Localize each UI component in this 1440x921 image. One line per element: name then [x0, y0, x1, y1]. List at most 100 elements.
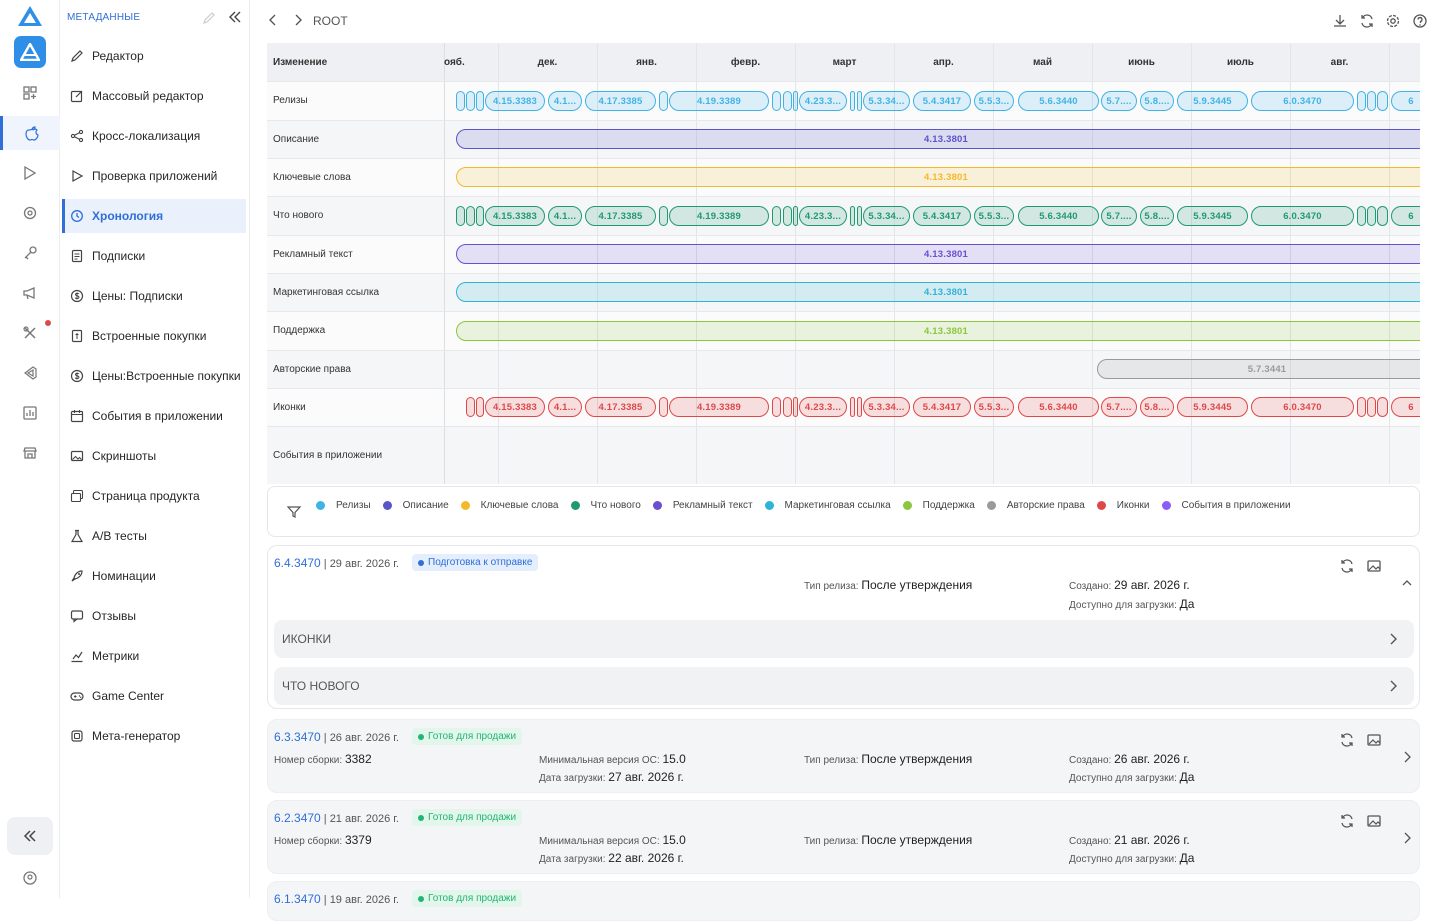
timeline-bar[interactable]: 4.23.3...: [799, 206, 847, 226]
timeline-bar[interactable]: 4.13.3801: [456, 321, 1420, 341]
timeline-bar[interactable]: 5.3.34...: [863, 206, 910, 226]
timeline-bar[interactable]: 5.5.3...: [974, 397, 1014, 417]
timeline-bar[interactable]: 4.23.3...: [799, 397, 847, 417]
timeline-bar[interactable]: [659, 206, 668, 226]
timeline-bar[interactable]: [772, 91, 781, 111]
timeline-bar[interactable]: [783, 91, 792, 111]
key-icon[interactable]: [0, 236, 60, 270]
timeline-bar[interactable]: 4.15.3383: [485, 397, 545, 417]
play-store-icon[interactable]: [0, 156, 60, 190]
timeline-bar[interactable]: 4.13.3801: [456, 167, 1420, 187]
timeline-bar[interactable]: 4.13.3801: [456, 129, 1420, 149]
vscode-icon[interactable]: [0, 356, 60, 390]
timeline-bar[interactable]: 4.19.3389: [669, 397, 769, 417]
timeline-bar[interactable]: 5.5.3...: [974, 206, 1014, 226]
sidebar-item[interactable]: Отзывы: [62, 599, 246, 633]
timeline-bar[interactable]: 4.13.3801: [456, 244, 1420, 264]
analytics-icon[interactable]: [0, 396, 60, 430]
timeline-bar[interactable]: [466, 397, 475, 417]
refresh-icon[interactable]: [1339, 558, 1355, 574]
refresh-icon[interactable]: [1339, 813, 1355, 829]
timeline-bar[interactable]: 5.5.3...: [974, 91, 1014, 111]
release-version[interactable]: 6.2.3470 | 21 авг. 2026 г.: [274, 811, 399, 825]
timeline-bar[interactable]: 4.19.3389: [669, 91, 769, 111]
timeline-bar[interactable]: 4.1...: [548, 91, 582, 111]
legend-item[interactable]: Рекламный текст: [652, 500, 753, 511]
timeline-bar[interactable]: [659, 91, 668, 111]
timeline-bar[interactable]: 5.3.34...: [863, 397, 910, 417]
apps-grid-icon[interactable]: [0, 76, 60, 110]
timeline-bar[interactable]: [1367, 91, 1376, 111]
timeline-bar[interactable]: [1377, 206, 1388, 226]
timeline-bar[interactable]: 5.6.3440: [1018, 206, 1099, 226]
section-whats-new[interactable]: ЧТО НОВОГО: [274, 667, 1414, 705]
timeline-bar[interactable]: 4.15.3383: [485, 91, 545, 111]
timeline-bar[interactable]: 4.1...: [548, 206, 582, 226]
sidebar-item[interactable]: Скриншоты: [62, 439, 246, 473]
sidebar-item[interactable]: Цены: Подписки: [62, 279, 246, 313]
timeline-bar[interactable]: 5.6.3440: [1018, 397, 1099, 417]
release-version[interactable]: 6.3.3470 | 26 авг. 2026 г.: [274, 730, 399, 744]
timeline-bar[interactable]: 5.4.3417: [913, 397, 971, 417]
sidebar-item[interactable]: Номинации: [62, 559, 246, 593]
timeline-bar[interactable]: [1367, 397, 1376, 417]
timeline-bar[interactable]: [456, 91, 465, 111]
timeline-bar[interactable]: 5.3.34...: [863, 91, 910, 111]
filter-icon[interactable]: [287, 505, 301, 519]
chevron-right-icon[interactable]: [1400, 750, 1414, 764]
timeline-bar[interactable]: [476, 206, 484, 226]
timeline-bar[interactable]: 4.15.3383: [485, 206, 545, 226]
legend-item[interactable]: Иконки: [1096, 500, 1150, 511]
image-icon[interactable]: [1366, 813, 1382, 829]
timeline-bar[interactable]: [1357, 397, 1366, 417]
timeline-bar[interactable]: [1377, 91, 1388, 111]
pencil-icon[interactable]: [202, 11, 216, 25]
legend-item[interactable]: Поддержка: [902, 500, 975, 511]
sidebar-item[interactable]: Мета-генератор: [62, 719, 246, 753]
timeline-bar[interactable]: [476, 91, 484, 111]
image-icon[interactable]: [1366, 558, 1382, 574]
timeline-bar[interactable]: [466, 206, 475, 226]
release-card[interactable]: 6.2.3470 | 21 авг. 2026 г. Готов для про…: [267, 800, 1420, 874]
timeline-bar[interactable]: 4.19.3389: [669, 206, 769, 226]
timeline-bar[interactable]: 5.8....: [1140, 91, 1174, 111]
help-icon[interactable]: [1412, 13, 1428, 29]
sidebar-item[interactable]: События в приложении: [62, 399, 246, 433]
legend-item[interactable]: Ключевые слова: [460, 500, 559, 511]
image-icon[interactable]: [1366, 732, 1382, 748]
section-icons[interactable]: ИКОНКИ: [274, 620, 1414, 658]
tools-icon[interactable]: [0, 316, 60, 350]
timeline-bar[interactable]: [772, 206, 781, 226]
release-version[interactable]: 6.4.3470 | 29 авг. 2026 г.: [274, 556, 399, 570]
timeline-bar[interactable]: [850, 397, 855, 417]
timeline-bar[interactable]: 5.7....: [1101, 397, 1137, 417]
release-card[interactable]: 6.4.3470 | 29 авг. 2026 г. Подготовка к …: [267, 545, 1420, 709]
store-icon[interactable]: [0, 436, 60, 470]
breadcrumb[interactable]: ROOT: [313, 14, 348, 28]
timeline-bar[interactable]: [783, 206, 792, 226]
refresh-icon[interactable]: [1359, 13, 1375, 29]
timeline-bar[interactable]: [857, 397, 862, 417]
release-version[interactable]: 6.1.3470 | 19 авг. 2026 г.: [274, 892, 399, 906]
sidebar-item[interactable]: Game Center: [62, 679, 246, 713]
timeline-bar[interactable]: 5.9.3445: [1177, 206, 1248, 226]
target-icon[interactable]: [0, 196, 60, 230]
megaphone-icon[interactable]: [0, 276, 60, 310]
timeline-bar[interactable]: [1357, 206, 1366, 226]
sidebar-item[interactable]: Метрики: [62, 639, 246, 673]
timeline-bar[interactable]: [466, 91, 475, 111]
timeline-bar[interactable]: 6: [1391, 91, 1420, 111]
timeline-bar[interactable]: [476, 397, 484, 417]
timeline-bar[interactable]: [793, 397, 798, 417]
timeline-bar[interactable]: [850, 206, 855, 226]
timeline-bar[interactable]: 6: [1391, 206, 1420, 226]
user-circle-icon[interactable]: [0, 861, 60, 895]
legend-item[interactable]: События в приложении: [1161, 500, 1291, 511]
timeline-bar[interactable]: 5.6.3440: [1018, 91, 1099, 111]
sidebar-item[interactable]: Редактор: [62, 39, 246, 73]
timeline-bar[interactable]: [793, 91, 798, 111]
timeline-bar[interactable]: 4.23.3...: [799, 91, 847, 111]
sidebar-item[interactable]: Встроенные покупки: [62, 319, 246, 353]
legend-item[interactable]: Релизы: [316, 500, 371, 511]
timeline-bar[interactable]: 6.0.3470: [1251, 397, 1354, 417]
